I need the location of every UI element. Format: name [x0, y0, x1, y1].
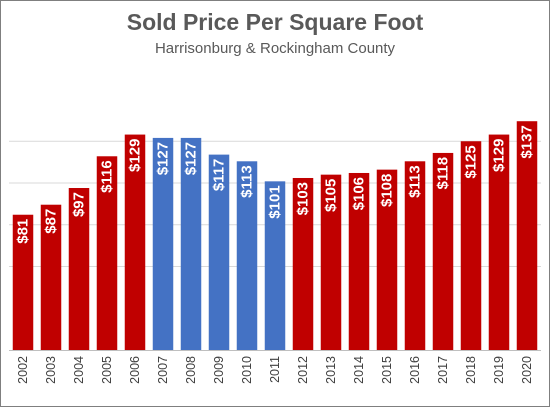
- data-label: $127: [183, 142, 200, 175]
- bar: [124, 134, 146, 350]
- data-label: $113: [407, 165, 424, 198]
- x-tick-label: 2004: [72, 356, 86, 384]
- bar: [320, 174, 342, 350]
- x-tick-label: 2008: [184, 356, 198, 384]
- data-label: $103: [295, 182, 312, 215]
- bar: [208, 154, 230, 350]
- data-label: $81: [15, 219, 32, 244]
- x-tick-label: 2013: [324, 356, 338, 384]
- x-tick-label: 2017: [436, 356, 450, 384]
- bar: [376, 169, 398, 350]
- data-label: $113: [239, 165, 256, 198]
- bar: [68, 188, 90, 350]
- data-label: $116: [99, 160, 116, 193]
- bar: [292, 177, 314, 350]
- x-tick-label: 2003: [44, 356, 58, 384]
- bar: [348, 172, 370, 350]
- bar: [460, 141, 482, 350]
- data-label: $137: [519, 125, 536, 158]
- x-tick-label: 2016: [408, 356, 422, 384]
- data-label: $118: [435, 157, 452, 190]
- bar: [264, 181, 286, 350]
- x-tick-label: 2019: [492, 356, 506, 384]
- bar: [488, 134, 510, 350]
- data-label: $108: [379, 174, 396, 207]
- data-label: $117: [211, 159, 228, 192]
- x-tick-label: 2020: [520, 356, 534, 384]
- x-tick-label: 2010: [240, 356, 254, 384]
- bar: [404, 161, 426, 350]
- x-tick-label: 2015: [380, 356, 394, 384]
- data-label: $129: [491, 139, 508, 172]
- x-tick-label: 2005: [100, 356, 114, 384]
- chart-subtitle: Harrisonburg & Rockingham County: [154, 40, 396, 57]
- bar: [96, 156, 118, 350]
- data-label: $127: [155, 142, 172, 175]
- x-tick-label: 2002: [16, 356, 30, 384]
- bar: [152, 137, 174, 350]
- data-label: $129: [127, 139, 144, 172]
- x-tick-label: 2009: [212, 356, 226, 384]
- data-label: $97: [71, 192, 88, 217]
- data-label: $125: [463, 145, 480, 178]
- bar: [236, 161, 258, 350]
- bar: [432, 152, 454, 350]
- chart-title: Sold Price Per Square Foot: [126, 9, 424, 35]
- x-tick-label: 2007: [156, 356, 170, 384]
- bar: [40, 204, 62, 350]
- data-label: $106: [351, 177, 368, 210]
- x-tick-label: 2011: [268, 356, 282, 383]
- x-tick-label: 2012: [296, 356, 310, 384]
- data-label: $105: [323, 179, 340, 212]
- data-label: $87: [43, 209, 60, 234]
- bar: [12, 214, 34, 350]
- x-tick-label: 2006: [128, 356, 142, 384]
- bar: [180, 137, 202, 350]
- bar: [516, 121, 538, 351]
- x-tick-label: 2018: [464, 356, 478, 384]
- x-tick-label: 2014: [352, 356, 366, 384]
- data-label: $101: [267, 185, 284, 218]
- bars: $81 $87 $97 $116 $129 $127 $127 $117 $113 $101 $10…: [12, 121, 538, 351]
- x-axis: 2002 2003 2004 2005 2006 2007 2008 2009 2010 2011…: [9, 350, 541, 384]
